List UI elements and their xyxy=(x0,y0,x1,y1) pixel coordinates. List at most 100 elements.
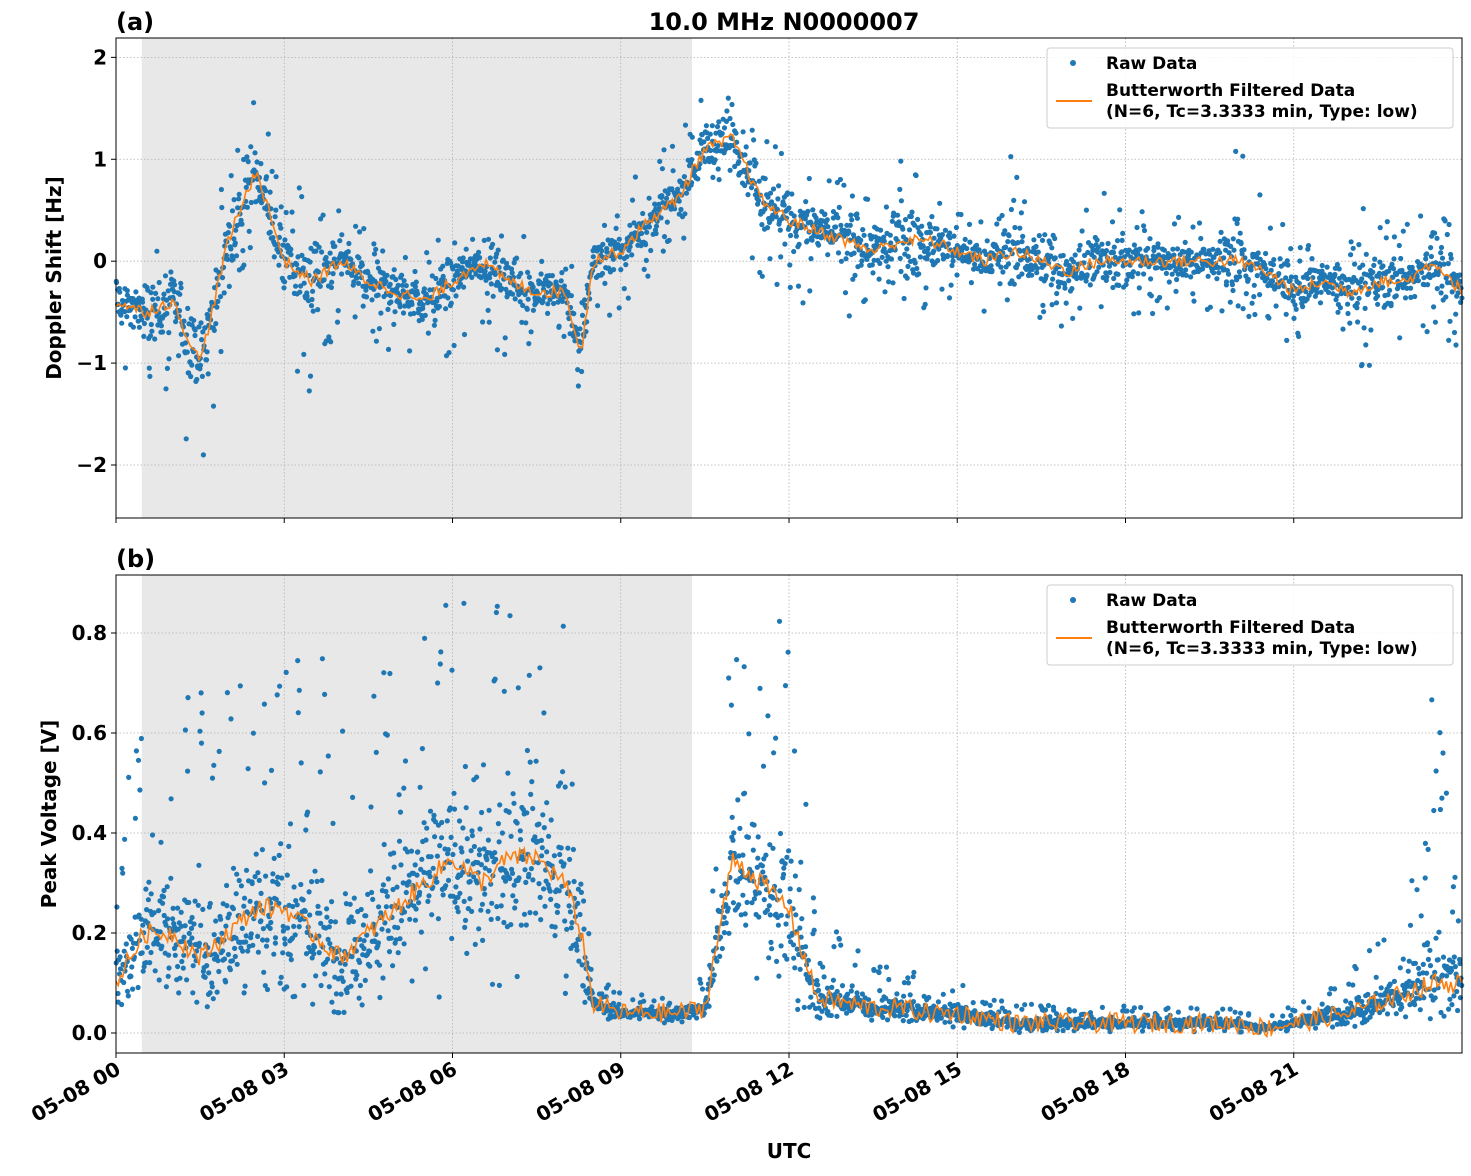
raw-data-point xyxy=(169,796,174,801)
raw-data-point xyxy=(465,859,470,864)
raw-data-point xyxy=(159,944,164,949)
raw-data-point xyxy=(270,235,275,240)
raw-data-point xyxy=(690,135,695,140)
raw-data-point xyxy=(649,1004,654,1009)
raw-data-point xyxy=(1117,207,1122,212)
raw-data-point xyxy=(392,309,397,314)
raw-data-point xyxy=(905,276,910,281)
raw-data-point xyxy=(773,144,778,149)
raw-data-point xyxy=(897,187,902,192)
raw-data-point xyxy=(223,924,228,929)
raw-data-point xyxy=(449,668,454,673)
raw-data-point xyxy=(356,281,361,286)
raw-data-point xyxy=(184,436,189,441)
raw-data-point xyxy=(219,205,224,210)
raw-data-point xyxy=(120,871,125,876)
raw-data-point xyxy=(870,270,875,275)
raw-data-point xyxy=(332,256,337,261)
raw-data-point xyxy=(158,840,163,845)
raw-data-point xyxy=(1036,250,1041,255)
raw-data-point xyxy=(1313,1026,1318,1031)
raw-data-point xyxy=(661,147,666,152)
raw-data-point xyxy=(469,275,474,280)
y-tick-label: 0.2 xyxy=(72,921,107,945)
raw-data-point xyxy=(279,875,284,880)
raw-data-point xyxy=(884,204,889,209)
raw-data-point xyxy=(1280,222,1285,227)
raw-data-point xyxy=(552,853,557,858)
raw-data-point xyxy=(181,966,186,971)
y-tick-label: −1 xyxy=(76,351,107,375)
raw-data-point xyxy=(1325,265,1330,270)
raw-data-point xyxy=(951,1024,956,1029)
raw-data-point xyxy=(1214,276,1219,281)
raw-data-point xyxy=(1006,233,1011,238)
raw-data-point xyxy=(419,930,424,935)
raw-data-point xyxy=(463,764,468,769)
raw-data-point xyxy=(476,926,481,931)
raw-data-point xyxy=(768,940,773,945)
raw-data-point xyxy=(177,292,182,297)
panel-a-title: 10.0 MHz N0000007 xyxy=(649,8,920,36)
raw-data-point xyxy=(266,131,271,136)
raw-data-point xyxy=(1029,273,1034,278)
raw-data-point xyxy=(1043,1007,1048,1012)
panel-b-label: (b) xyxy=(116,545,155,573)
raw-data-point xyxy=(617,305,622,310)
raw-data-point xyxy=(1132,242,1137,247)
raw-data-point xyxy=(1148,276,1153,281)
raw-data-point xyxy=(925,256,930,261)
raw-data-point xyxy=(1401,229,1406,234)
raw-data-point xyxy=(1252,283,1257,288)
raw-data-point xyxy=(273,935,278,940)
raw-data-point xyxy=(362,938,367,943)
raw-data-point xyxy=(617,237,622,242)
raw-data-point xyxy=(1403,295,1408,300)
raw-data-point xyxy=(647,224,652,229)
raw-data-point xyxy=(1355,301,1360,306)
raw-data-point xyxy=(206,371,211,376)
raw-data-point xyxy=(157,977,162,982)
raw-data-point xyxy=(309,303,314,308)
raw-data-point xyxy=(807,288,812,293)
raw-data-point xyxy=(712,972,717,977)
raw-data-point xyxy=(148,950,153,955)
raw-data-point xyxy=(853,963,858,968)
raw-data-point xyxy=(140,923,145,928)
raw-data-point xyxy=(237,878,242,883)
raw-data-point xyxy=(301,265,306,270)
raw-data-point xyxy=(1291,316,1296,321)
raw-data-point xyxy=(166,965,171,970)
raw-data-point xyxy=(678,207,683,212)
raw-data-point xyxy=(360,1002,365,1007)
raw-data-point xyxy=(199,741,204,746)
raw-data-point xyxy=(522,912,527,917)
raw-data-point xyxy=(1019,1007,1024,1012)
raw-data-point xyxy=(1447,319,1452,324)
raw-data-point xyxy=(247,229,252,234)
raw-data-point xyxy=(199,690,204,695)
raw-data-point xyxy=(115,949,120,954)
raw-data-point xyxy=(740,893,745,898)
raw-data-point xyxy=(735,797,740,802)
raw-data-point xyxy=(1096,265,1101,270)
raw-data-point xyxy=(322,971,327,976)
raw-data-point xyxy=(929,214,934,219)
raw-data-point xyxy=(1377,271,1382,276)
raw-data-point xyxy=(133,289,138,294)
raw-data-point xyxy=(519,923,524,928)
raw-data-point xyxy=(683,123,688,128)
raw-data-point xyxy=(1263,266,1268,271)
raw-data-point xyxy=(493,272,498,277)
raw-data-point xyxy=(1170,247,1175,252)
raw-data-point xyxy=(231,866,236,871)
raw-data-point xyxy=(645,274,650,279)
raw-data-point xyxy=(515,974,520,979)
raw-data-point xyxy=(1191,299,1196,304)
raw-data-point xyxy=(502,352,507,357)
raw-data-point xyxy=(760,274,765,279)
raw-data-point xyxy=(472,844,477,849)
raw-data-point xyxy=(530,877,535,882)
raw-data-point xyxy=(348,902,353,907)
raw-data-point xyxy=(193,899,198,904)
